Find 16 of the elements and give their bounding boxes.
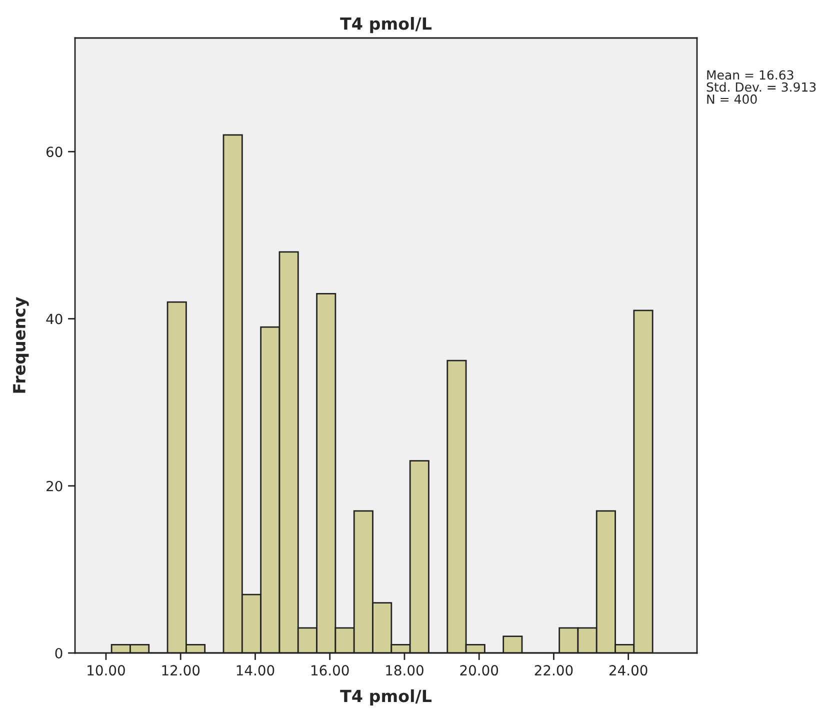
x-tick-label: 16.00	[311, 665, 349, 676]
x-axis-title: T4 pmol/L	[340, 689, 432, 706]
x-tick-label: 22.00	[534, 665, 573, 676]
y-tick-label: 0	[55, 648, 62, 658]
y-tick-label: 40	[46, 314, 62, 324]
x-tick-label: 14.00	[236, 665, 274, 676]
y-axis-title: Frequency	[13, 297, 29, 393]
x-tick-label: 24.00	[609, 665, 648, 676]
chart-title: T4 pmol/L	[340, 17, 432, 34]
text: Mean = 16.63 Std. Dev. = 3.913 N = 400	[706, 70, 816, 104]
y-tick-label: 60	[46, 146, 62, 158]
x-tick-label: 10.00	[88, 665, 125, 676]
x-tick-label: 12.00	[162, 665, 200, 676]
y-tick-label: 20	[46, 480, 62, 492]
x-tick-label: 20.00	[460, 665, 498, 676]
x-tick-label: 18.00	[386, 665, 424, 676]
